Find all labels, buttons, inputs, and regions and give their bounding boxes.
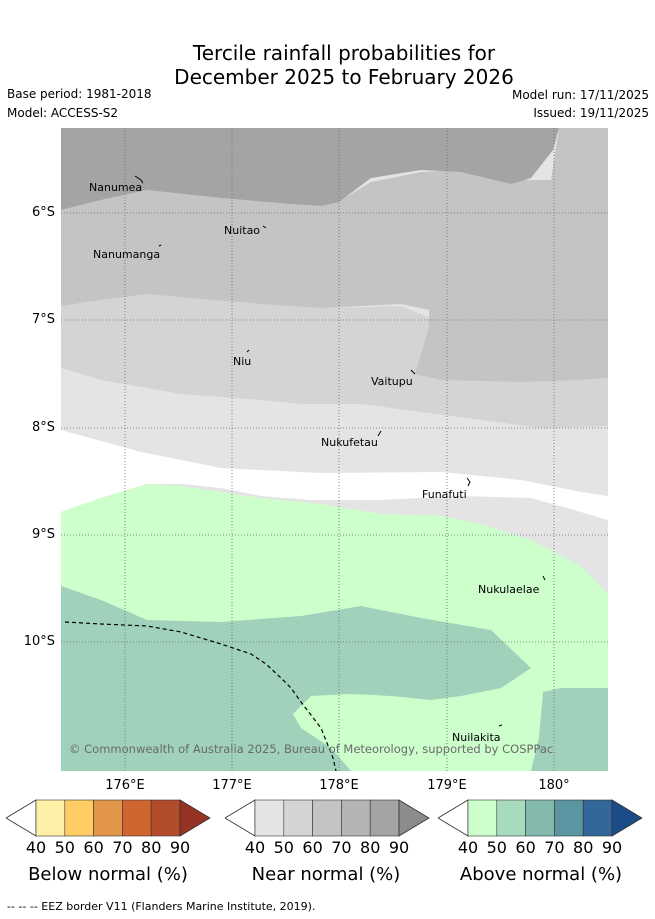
colorbar-below-swatch-50	[64, 799, 94, 837]
colorbar-tick-near-50: 50	[273, 838, 294, 857]
title-line-1: Tercile rainfall probabilities for	[192, 41, 496, 65]
colorbar-below-swatch-60	[93, 799, 123, 837]
label-nuitao: Nuitao	[224, 224, 260, 237]
above-normal-50-region-east	[531, 688, 608, 771]
island-funafuti	[466, 477, 471, 487]
lon-label-179e: 179°E	[427, 778, 467, 793]
label-funafuti: Funafuti	[422, 488, 467, 501]
island-nuitao	[262, 225, 267, 229]
lat-label-7s: 7°S	[31, 312, 55, 327]
colorbar-below-normal	[6, 799, 211, 837]
colorbar-near-swatch-40	[254, 799, 285, 837]
colorbar-tick-near-60: 60	[302, 838, 323, 857]
model-name: Model: ACCESS-S2	[7, 106, 119, 120]
label-nuilakita: Nuilakita	[452, 731, 501, 744]
colorbar-near-over	[398, 799, 430, 837]
islands	[134, 175, 546, 727]
title-line-2: December 2025 to February 2026	[174, 65, 514, 89]
graticule	[61, 128, 608, 771]
colorbar-tick-near-40: 40	[244, 838, 266, 857]
colorbar-tick-near-80: 80	[360, 838, 381, 857]
label-niu: Niu	[233, 355, 251, 368]
colorbar-tick-near-90: 90	[388, 838, 410, 857]
colorbar-below-under	[6, 799, 37, 837]
island-nukulaelae	[542, 575, 546, 581]
island-niu	[246, 349, 250, 353]
above-normal-50-region	[61, 586, 531, 771]
white-band	[61, 430, 608, 520]
island-nuilakita	[498, 724, 503, 727]
lat-label-9s: 9°S	[31, 527, 55, 542]
island-nanumanga	[158, 244, 162, 247]
colorbar-tick-below-60: 60	[83, 838, 104, 857]
label-nukufetau: Nukufetau	[321, 436, 378, 449]
colorbar-near-swatch-50	[283, 799, 313, 837]
colorbar-tick-below-80: 80	[141, 838, 162, 857]
lon-label-176e: 176°E	[105, 778, 145, 793]
colorbar-tick-above-60: 60	[515, 838, 536, 857]
colorbar-above-over	[611, 799, 643, 837]
colorbar-tick-above-50: 50	[486, 838, 507, 857]
lon-label-177e: 177°E	[212, 778, 252, 793]
colorbar-near-under	[225, 799, 256, 837]
colorbar-tick-above-80: 80	[573, 838, 594, 857]
colorbar-tick-above-40: 40	[457, 838, 479, 857]
label-vaitupu: Vaitupu	[371, 375, 413, 388]
colorbar-below-swatch-70	[122, 799, 152, 837]
colorbar-tick-below-50: 50	[54, 838, 75, 857]
colorbar-above-swatch-70	[554, 799, 584, 837]
lat-label-6s: 6°S	[31, 205, 55, 220]
above-normal-title: Above normal (%)	[459, 864, 623, 885]
near-normal-60-region	[61, 128, 608, 382]
chart-title: Tercile rainfall probabilities for Decem…	[0, 41, 655, 89]
below-normal-title: Below normal (%)	[28, 864, 188, 885]
colorbar-above-normal	[438, 799, 643, 837]
colorbar-tick-near-70: 70	[331, 838, 352, 857]
island-nanumea	[134, 175, 144, 184]
island-nukufetau	[377, 430, 382, 437]
near-normal-title: Near normal (%)	[251, 864, 401, 885]
island-vaitupu	[410, 369, 416, 375]
lat-label-10s: 10°S	[23, 634, 55, 649]
colorbar-tick-below-40: 40	[25, 838, 47, 857]
colorbar-above-swatch-40	[467, 799, 498, 837]
colorbar-near-swatch-80	[369, 799, 400, 837]
near-normal-50-region	[61, 294, 608, 428]
colorbar-tick-above-70: 70	[544, 838, 565, 857]
colorbar-tick-above-90: 90	[601, 838, 623, 857]
colorbar-above-under	[438, 799, 469, 837]
colorbar-tick-below-70: 70	[112, 838, 133, 857]
colorbar-above-swatch-50	[496, 799, 526, 837]
label-nanumea: Nanumea	[89, 181, 142, 194]
label-nanumanga: Nanumanga	[93, 248, 160, 261]
label-nukulaelae: Nukulaelae	[478, 583, 540, 596]
model-run: Model run: 17/11/2025	[511, 88, 649, 102]
near-normal-70-region	[61, 128, 559, 210]
colorbar-tick-below-90: 90	[169, 838, 191, 857]
eez-footnote: -- -- -- EEZ border V11 (Flanders Marine…	[7, 900, 316, 913]
colorbar-below-swatch-40	[35, 799, 66, 837]
colorbar-below-swatch-80	[150, 799, 181, 837]
issued-date: Issued: 19/11/2025	[533, 106, 649, 120]
lon-label-180: 180°	[538, 778, 570, 793]
base-period: Base period: 1981-2018	[7, 87, 152, 101]
colorbar-near-swatch-70	[341, 799, 371, 837]
colorbar-below-over	[179, 799, 211, 837]
lat-label-8s: 8°S	[31, 420, 55, 435]
colorbar-near-normal	[225, 799, 430, 837]
probability-map: Nanumea Nuitao Nanumanga Niu Vaitupu Nuk…	[61, 128, 608, 771]
colorbar-near-swatch-60	[312, 799, 342, 837]
lon-label-178e: 178°E	[319, 778, 359, 793]
near-normal-strip	[61, 426, 608, 522]
colorbar-above-swatch-60	[525, 799, 555, 837]
colorbar-above-swatch-80	[582, 799, 613, 837]
copyright-notice: © Commonwealth of Australia 2025, Bureau…	[69, 742, 553, 756]
